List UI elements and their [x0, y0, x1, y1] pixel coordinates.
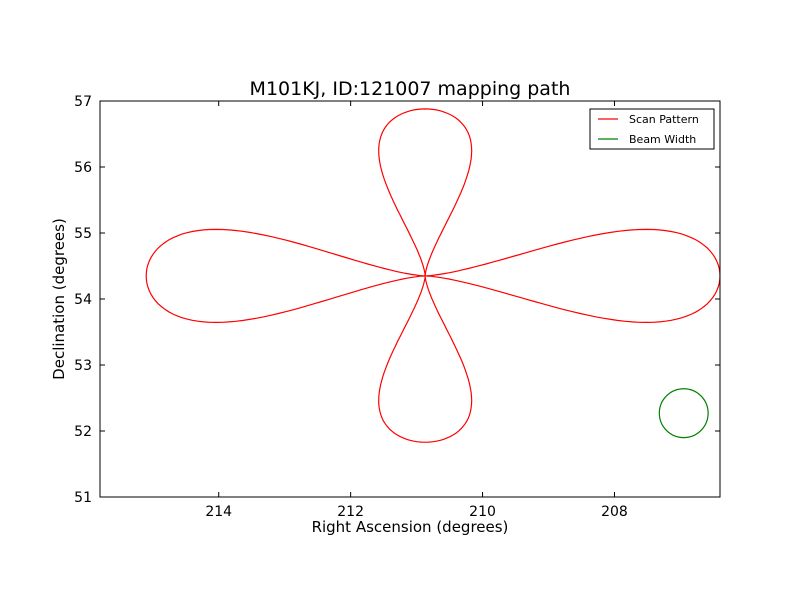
- x-axis-label: Right Ascension (degrees): [312, 518, 509, 536]
- y-tick-label: 51: [74, 490, 92, 506]
- x-tick-label: 212: [337, 504, 364, 520]
- y-axis-label: Declination (degrees): [50, 218, 68, 380]
- x-tick-label: 210: [469, 504, 496, 520]
- chart-title: M101KJ, ID:121007 mapping path: [250, 78, 571, 100]
- plot-frame: [99, 100, 721, 498]
- legend: Scan Pattern Beam Width: [589, 108, 715, 150]
- legend-box: [589, 108, 715, 150]
- legend-label-beam-width: Beam Width: [629, 133, 696, 146]
- legend-label-scan-pattern: Scan Pattern: [629, 113, 699, 126]
- y-tick-label: 55: [74, 226, 92, 242]
- y-tick-label: 53: [74, 358, 92, 374]
- scan-pattern-line: [145, 108, 720, 443]
- x-tick-label: 214: [205, 504, 232, 520]
- y-tick-label: 54: [74, 292, 92, 308]
- y-tick-label: 56: [74, 160, 92, 176]
- y-tick-label: 52: [74, 424, 92, 440]
- beam-width-circle: [658, 388, 709, 439]
- x-tick-label: 208: [601, 504, 628, 520]
- y-tick-label: 57: [74, 94, 92, 110]
